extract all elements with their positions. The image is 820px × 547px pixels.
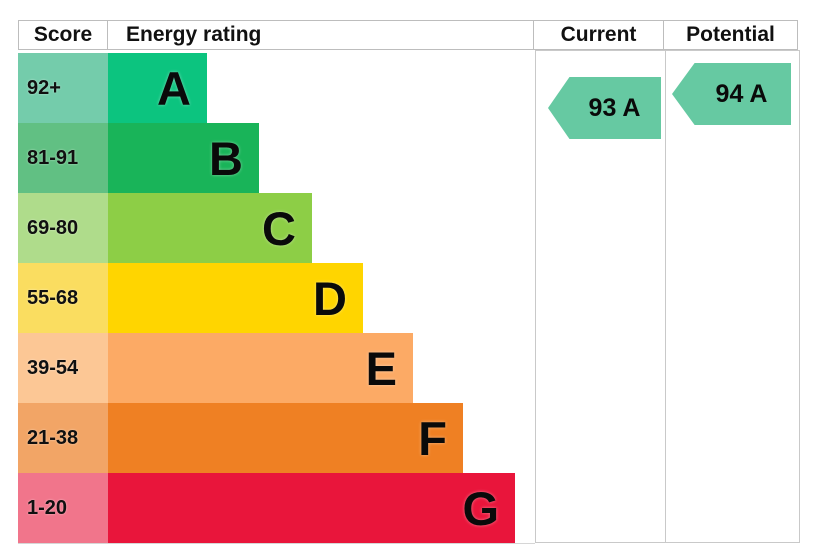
score-range-c: 69-80: [18, 193, 108, 263]
grade-letter-f: F: [418, 411, 447, 465]
band-row-e: 39-54 E: [18, 333, 535, 403]
score-range-a: 92+: [18, 53, 108, 123]
grade-letter-g: G: [462, 481, 499, 535]
rating-bar-b: B: [108, 123, 259, 193]
score-range-d: 55-68: [18, 263, 108, 333]
current-header: Current: [533, 20, 664, 50]
table-header: Score Energy rating Current Potential: [18, 20, 800, 50]
potential-rating-arrow: 94 A: [672, 63, 791, 125]
band-row-g: 1-20 G: [18, 473, 535, 543]
rating-bands: 92+ A 81-91 B 69-80 C 55-68 D 39-54 E 21…: [18, 53, 535, 544]
potential-rating-label: 94 A: [715, 79, 768, 108]
current-rating-label: 93 A: [588, 93, 641, 122]
energy-rating-header: Energy rating: [107, 20, 534, 50]
band-row-f: 21-38 F: [18, 403, 535, 473]
current-column: 93 A: [535, 50, 666, 543]
rating-bar-d: D: [108, 263, 363, 333]
grade-letter-e: E: [365, 341, 397, 395]
score-range-b: 81-91: [18, 123, 108, 193]
grade-letter-d: D: [313, 271, 347, 325]
band-row-d: 55-68 D: [18, 263, 535, 333]
score-range-f: 21-38: [18, 403, 108, 473]
rating-bar-g: G: [108, 473, 515, 543]
rating-bar-e: E: [108, 333, 413, 403]
epc-table: Score Energy rating Current Potential 92…: [18, 20, 800, 544]
current-rating-arrow: 93 A: [548, 77, 661, 139]
band-row-b: 81-91 B: [18, 123, 535, 193]
score-range-e: 39-54: [18, 333, 108, 403]
potential-column: 94 A: [665, 50, 800, 543]
grade-letter-a: A: [157, 61, 191, 115]
rating-bar-a: A: [108, 53, 207, 123]
grade-letter-b: B: [209, 131, 243, 185]
grade-letter-c: C: [262, 201, 296, 255]
potential-header: Potential: [663, 20, 798, 50]
score-header: Score: [18, 20, 108, 50]
band-row-c: 69-80 C: [18, 193, 535, 263]
rating-bar-c: C: [108, 193, 312, 263]
score-range-g: 1-20: [18, 473, 108, 543]
band-row-a: 92+ A: [18, 53, 535, 123]
rating-bar-f: F: [108, 403, 463, 473]
